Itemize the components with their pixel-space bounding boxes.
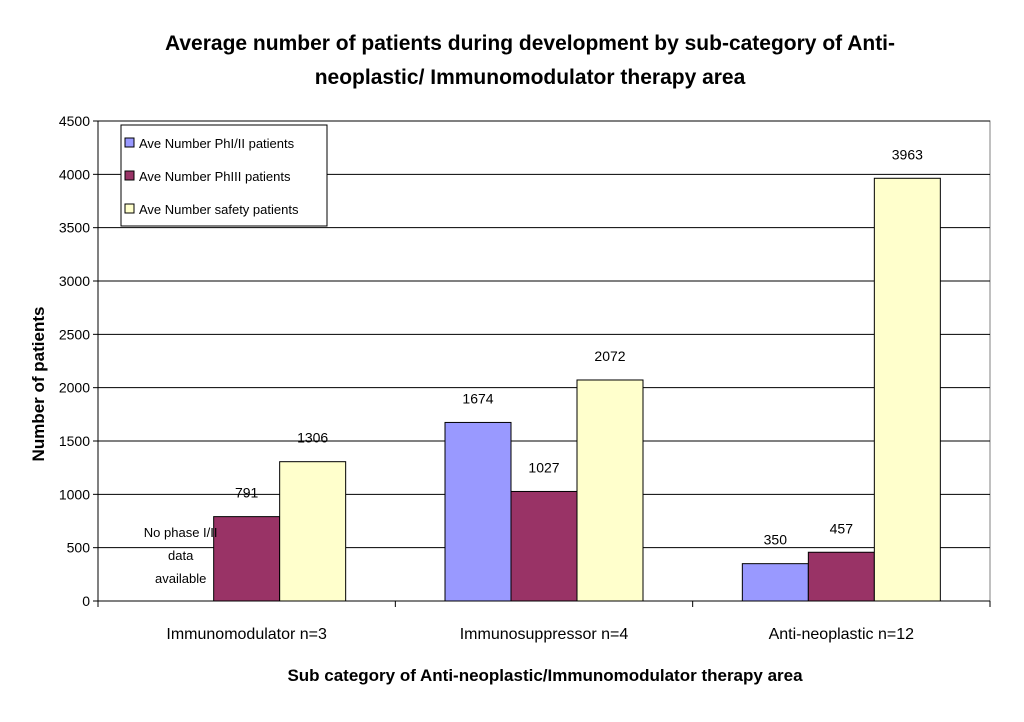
x-axis-title: Sub category of Anti-neoplastic/Immunomo… [287, 666, 803, 685]
legend-label: Ave Number PhIII patients [139, 169, 291, 184]
axes [97, 121, 991, 607]
annotation-line: No phase I/II [144, 525, 218, 540]
chart-title: Average number of patients during develo… [165, 32, 895, 89]
bar [213, 516, 281, 602]
y-tick-label: 0 [82, 593, 90, 609]
legend: Ave Number PhI/II patients Ave Number PhI… [120, 124, 328, 227]
y-tick-label: 1500 [59, 433, 90, 449]
bar [741, 563, 809, 602]
y-tick-label: 1000 [59, 486, 90, 502]
y-tick-label: 500 [67, 540, 91, 556]
bar [807, 551, 875, 602]
legend-swatch [124, 137, 135, 148]
x-tick-label: Immunomodulator n=3 [166, 626, 327, 643]
data-label: 2072 [594, 348, 625, 364]
bar [279, 461, 347, 602]
bar [510, 490, 578, 602]
data-label: 1674 [462, 390, 493, 406]
y-tick-label: 3000 [59, 273, 90, 289]
bar [444, 421, 512, 602]
y-axis-ticks: 0 500 1000 1500 2000 2500 3000 3500 4000 4500 [59, 113, 98, 609]
legend-box [120, 124, 328, 227]
bar [576, 379, 644, 602]
y-tick-label: 4000 [59, 166, 90, 182]
x-tick-label: Immunosuppressor n=4 [460, 626, 629, 643]
data-label: 350 [764, 532, 788, 548]
y-tick-label: 4500 [59, 113, 90, 129]
annotations: No phase I/II data available [144, 525, 218, 586]
y-tick-label: 3500 [59, 220, 90, 236]
legend-swatch [124, 203, 135, 214]
y-tick-label: 2500 [59, 326, 90, 342]
legend-label: Ave Number safety patients [139, 202, 299, 217]
y-tick-label: 2000 [59, 380, 90, 396]
y-axis-title: Number of patients [29, 307, 48, 462]
bar [873, 177, 941, 602]
data-label: 1306 [297, 430, 328, 446]
bars [213, 177, 941, 602]
data-label: 791 [235, 485, 259, 501]
annotation-line: available [155, 571, 206, 586]
data-label: 1027 [528, 459, 559, 475]
chart-title-line-1: Average number of patients during develo… [165, 32, 895, 55]
data-label: 3963 [892, 146, 923, 162]
chart-title-line-2: neoplastic/ Immunomodulator therapy area [315, 66, 746, 89]
annotation-line: data [168, 548, 194, 563]
legend-label: Ave Number PhI/II patients [139, 136, 295, 151]
x-axis-categories: Immunomodulator n=3 Immunosuppressor n=4 A… [166, 626, 914, 643]
data-label: 457 [830, 520, 854, 536]
legend-swatch [124, 170, 135, 181]
x-tick-label: Anti-neoplastic n=12 [769, 626, 915, 643]
data-labels: 791 1306 1674 1027 2072 350 457 3963 [235, 146, 923, 547]
